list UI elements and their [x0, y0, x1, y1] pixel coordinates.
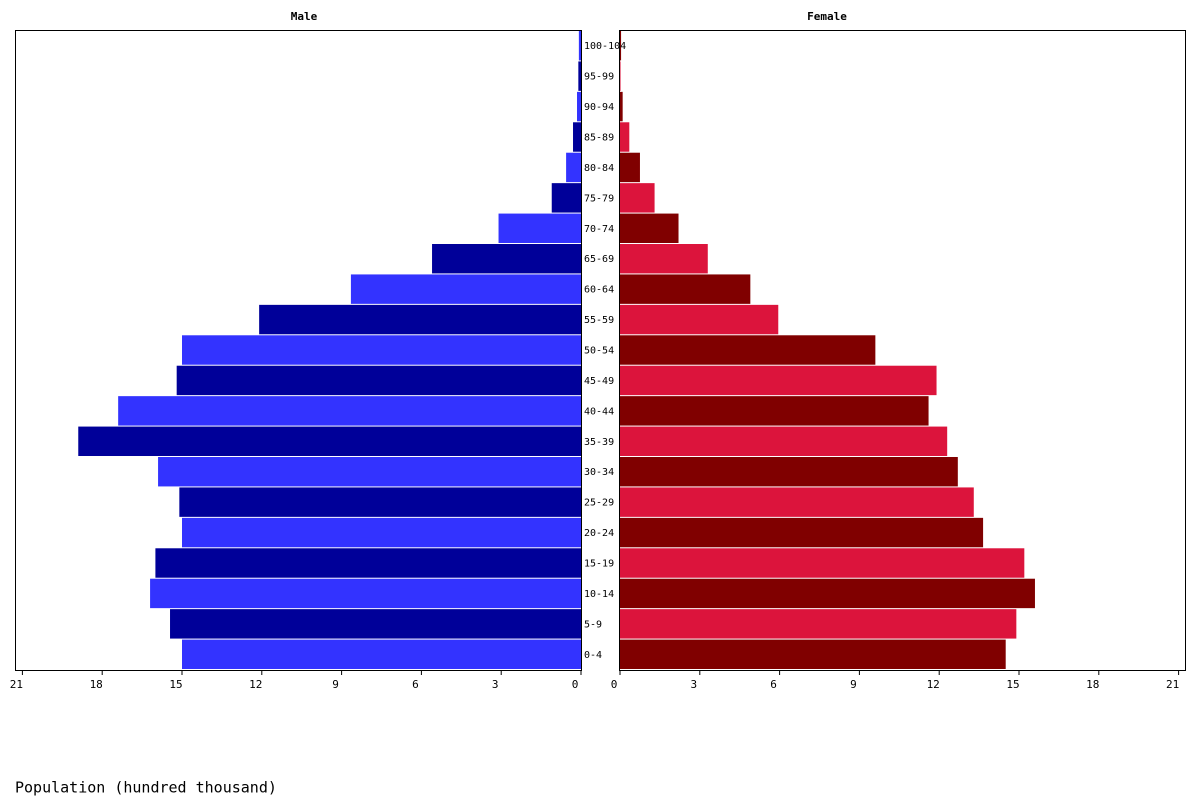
female-panel	[619, 30, 1186, 671]
bar	[620, 426, 948, 456]
bar	[620, 639, 1006, 669]
bar	[182, 517, 581, 548]
bar	[620, 213, 679, 243]
bar	[566, 152, 581, 183]
category-label: 25-29	[584, 498, 614, 509]
bar	[620, 365, 937, 396]
x-tick-label: 3	[690, 678, 697, 691]
category-label: 40-44	[584, 406, 614, 417]
x-tick-label: 18	[90, 678, 103, 691]
bar	[259, 304, 581, 335]
bar	[620, 61, 621, 91]
bar	[176, 365, 581, 396]
category-label: 60-64	[584, 285, 614, 296]
x-tick-label: 6	[770, 678, 777, 691]
bar	[551, 183, 581, 213]
bar	[620, 335, 876, 365]
bar	[620, 274, 751, 304]
category-label: 50-54	[584, 346, 614, 357]
bar	[620, 122, 630, 152]
bar	[158, 457, 581, 487]
category-label: 15-19	[584, 559, 614, 570]
category-label: 30-34	[584, 467, 614, 478]
panel-title: Male	[291, 10, 318, 23]
bar	[620, 517, 984, 548]
x-tick-label: 18	[1086, 678, 1099, 691]
category-label: 100-104	[584, 41, 626, 52]
x-tick-label: 9	[332, 678, 339, 691]
category-label: 90-94	[584, 102, 614, 113]
bar	[577, 91, 581, 122]
bar	[620, 578, 1035, 609]
bar	[620, 609, 1017, 639]
bar	[78, 426, 581, 456]
category-label: 0-4	[584, 650, 602, 661]
x-tick-label: 0	[572, 678, 579, 691]
category-label: 70-74	[584, 224, 614, 235]
category-label: 65-69	[584, 254, 614, 265]
bar	[350, 274, 581, 304]
bar	[620, 457, 958, 487]
bar	[432, 244, 581, 274]
bar	[620, 31, 622, 61]
category-label: 5-9	[584, 619, 602, 630]
bar	[578, 61, 581, 91]
x-tick-label: 21	[1166, 678, 1179, 691]
bar	[620, 183, 655, 213]
bar	[170, 609, 581, 639]
bar	[620, 396, 929, 426]
x-tick-label: 12	[249, 678, 262, 691]
bar	[498, 213, 581, 243]
panel-title: Female	[807, 10, 847, 23]
bar	[182, 335, 581, 365]
bar	[155, 548, 581, 578]
x-tick-label: 9	[850, 678, 857, 691]
category-label: 35-39	[584, 437, 614, 448]
bar	[620, 487, 974, 517]
bar	[620, 548, 1025, 578]
bar	[573, 122, 581, 152]
bar	[179, 487, 581, 517]
bar	[578, 31, 581, 61]
bar	[620, 244, 708, 274]
category-label: 75-79	[584, 193, 614, 204]
x-tick-label: 3	[492, 678, 499, 691]
category-label: 20-24	[584, 528, 614, 539]
x-axis-label: Population (hundred thousand)	[15, 779, 277, 797]
bar	[150, 578, 581, 609]
category-label: 80-84	[584, 163, 614, 174]
bar	[182, 639, 581, 669]
x-tick-label: 21	[10, 678, 23, 691]
category-label: 45-49	[584, 376, 614, 387]
x-tick-label: 12	[927, 678, 940, 691]
bar	[118, 396, 581, 426]
x-tick-label: 6	[412, 678, 419, 691]
category-label: 10-14	[584, 589, 614, 600]
bar	[620, 304, 779, 335]
x-tick-label: 15	[1006, 678, 1019, 691]
category-label: 85-89	[584, 133, 614, 144]
bar	[620, 91, 623, 122]
x-tick-label: 15	[169, 678, 182, 691]
x-tick-label: 0	[611, 678, 618, 691]
bar	[620, 152, 640, 183]
category-label: 95-99	[584, 72, 614, 83]
category-label: 55-59	[584, 315, 614, 326]
male-panel	[15, 30, 582, 671]
